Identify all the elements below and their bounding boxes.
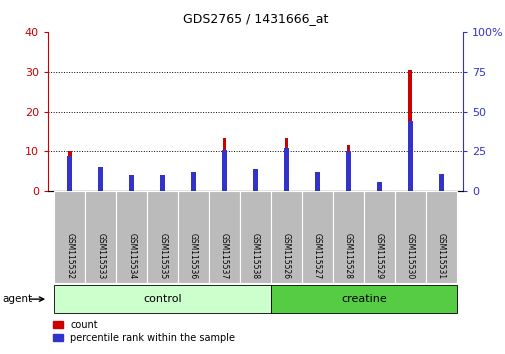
Bar <box>160 175 165 191</box>
FancyBboxPatch shape <box>85 191 116 283</box>
FancyBboxPatch shape <box>116 191 147 283</box>
Bar <box>222 138 226 191</box>
FancyBboxPatch shape <box>239 191 271 283</box>
FancyBboxPatch shape <box>271 191 301 283</box>
Text: GSM115538: GSM115538 <box>250 233 260 279</box>
Bar <box>315 183 319 191</box>
FancyBboxPatch shape <box>178 191 209 283</box>
Bar <box>54 285 271 314</box>
FancyBboxPatch shape <box>332 191 363 283</box>
Legend: count, percentile rank within the sample: count, percentile rank within the sample <box>53 320 235 343</box>
Bar <box>222 150 227 191</box>
Text: GSM115528: GSM115528 <box>343 233 352 279</box>
Bar <box>407 121 412 191</box>
Text: GSM115537: GSM115537 <box>220 233 229 279</box>
Text: GSM115526: GSM115526 <box>281 233 290 279</box>
Bar <box>271 285 456 314</box>
FancyBboxPatch shape <box>425 191 456 283</box>
Text: GSM115527: GSM115527 <box>312 233 321 279</box>
Bar <box>252 169 258 191</box>
Bar <box>98 171 103 191</box>
Bar <box>376 182 381 191</box>
Text: agent: agent <box>3 294 33 304</box>
Bar <box>408 70 412 191</box>
Bar <box>438 179 442 191</box>
Bar <box>345 152 350 191</box>
Text: GSM115532: GSM115532 <box>65 233 74 279</box>
FancyBboxPatch shape <box>209 191 239 283</box>
Text: GSM115529: GSM115529 <box>374 233 383 279</box>
Text: GSM115530: GSM115530 <box>405 233 414 279</box>
Bar <box>68 150 72 191</box>
Text: GSM115535: GSM115535 <box>158 233 167 279</box>
Bar <box>346 145 349 191</box>
Text: GSM115533: GSM115533 <box>96 233 105 279</box>
Text: control: control <box>143 294 182 304</box>
Bar <box>161 183 164 191</box>
FancyBboxPatch shape <box>363 191 394 283</box>
Text: GSM115534: GSM115534 <box>127 233 136 279</box>
Bar <box>438 174 443 191</box>
Text: creatine: creatine <box>340 294 386 304</box>
Bar <box>130 182 133 191</box>
FancyBboxPatch shape <box>394 191 425 283</box>
Bar <box>283 148 288 191</box>
Bar <box>284 138 288 191</box>
Text: GSM115536: GSM115536 <box>189 233 198 279</box>
FancyBboxPatch shape <box>301 191 332 283</box>
Bar <box>67 156 72 191</box>
Text: GDS2765 / 1431666_at: GDS2765 / 1431666_at <box>182 12 328 25</box>
Bar <box>98 167 103 191</box>
Bar <box>377 184 380 191</box>
Bar <box>315 172 319 191</box>
Text: GSM115531: GSM115531 <box>436 233 445 279</box>
Bar <box>129 175 134 191</box>
FancyBboxPatch shape <box>54 191 85 283</box>
Bar <box>253 188 257 191</box>
FancyBboxPatch shape <box>147 191 178 283</box>
Bar <box>191 172 195 191</box>
Bar <box>191 179 195 191</box>
